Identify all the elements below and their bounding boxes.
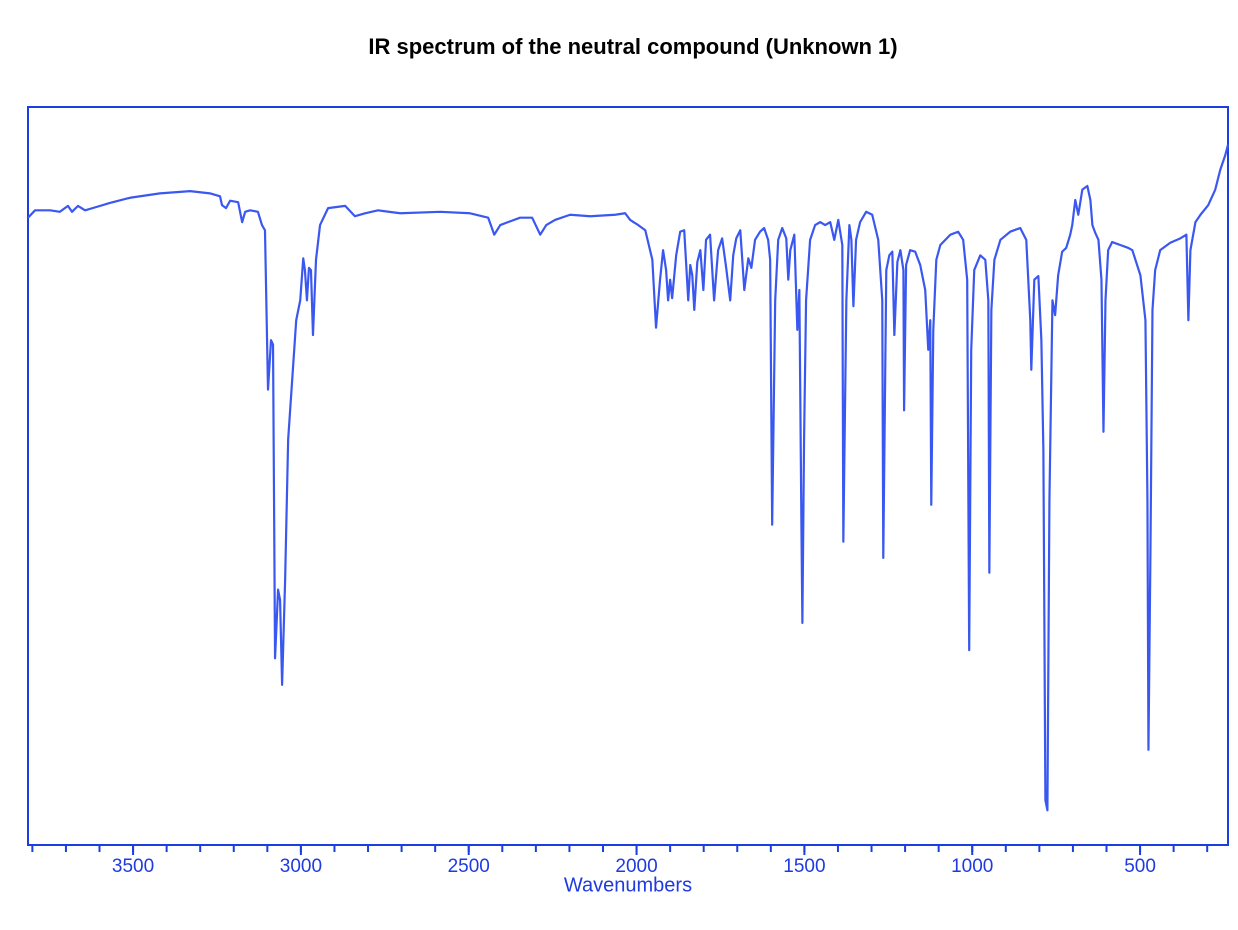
x-tick-label: 1000 bbox=[951, 856, 993, 877]
x-tick-label: 500 bbox=[1124, 856, 1156, 877]
x-tick-label: 3000 bbox=[280, 856, 322, 877]
plot-frame bbox=[27, 106, 1229, 846]
x-tick-label: 1500 bbox=[783, 856, 825, 877]
chart-title: IR spectrum of the neutral compound (Unk… bbox=[368, 34, 897, 59]
x-tick-label: 2000 bbox=[615, 856, 657, 877]
x-axis-label: Wavenumbers bbox=[564, 874, 692, 896]
x-tick-label: 2500 bbox=[448, 856, 490, 877]
spectrum-line bbox=[27, 144, 1230, 812]
x-tick-label: 3500 bbox=[112, 856, 154, 877]
